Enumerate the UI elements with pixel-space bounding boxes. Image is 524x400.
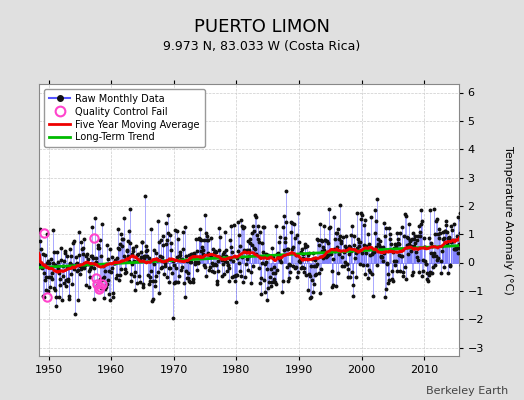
Y-axis label: Temperature Anomaly (°C): Temperature Anomaly (°C)	[504, 146, 514, 294]
Legend: Raw Monthly Data, Quality Control Fail, Five Year Moving Average, Long-Term Tren: Raw Monthly Data, Quality Control Fail, …	[44, 89, 205, 147]
Text: Berkeley Earth: Berkeley Earth	[426, 386, 508, 396]
Text: PUERTO LIMON: PUERTO LIMON	[194, 18, 330, 36]
Text: 9.973 N, 83.033 W (Costa Rica): 9.973 N, 83.033 W (Costa Rica)	[163, 40, 361, 53]
